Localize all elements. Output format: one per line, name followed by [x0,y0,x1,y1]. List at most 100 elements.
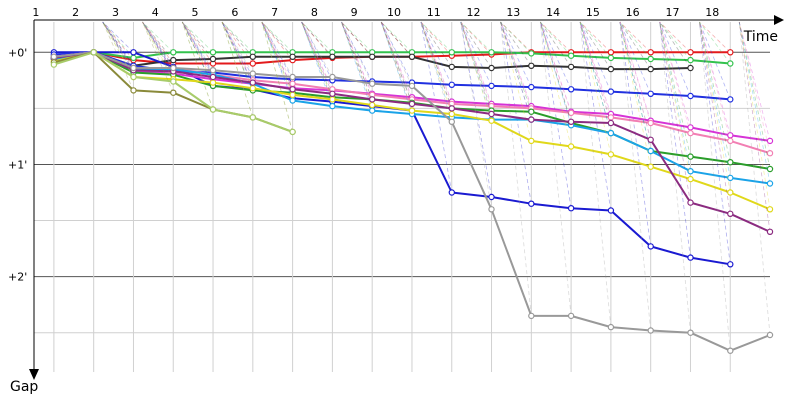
data-point [766,206,774,213]
data-point [727,174,734,182]
data-point [130,54,137,62]
data-point [209,55,217,63]
data-point [607,129,615,137]
data-point [727,210,734,217]
series-drop-line [619,21,652,140]
series-drop-line [659,21,691,53]
series-drop-line [659,21,691,157]
data-point [647,147,654,155]
data-point [329,96,336,103]
y-axis-arrow [29,369,39,380]
series-drop-line [699,21,731,351]
series-drop-line [301,21,333,91]
data-point [90,49,97,56]
x-tick-label: 2 [72,6,79,19]
data-point [766,137,774,145]
series-drop-line [420,21,453,85]
data-point [607,114,615,121]
series-drop-line [301,21,333,107]
series-drop-line [539,21,572,126]
series-drop-line [261,21,293,96]
data-point [727,60,734,67]
series-drop-line [380,21,413,115]
series-drop-line [579,21,612,70]
series-drop-line [619,21,652,152]
series-drop-line [738,21,771,336]
data-point [567,109,575,117]
series-drop-line [460,21,492,198]
series-drop-line [659,21,691,333]
data-point [448,49,455,56]
data-point [329,73,336,81]
series-drop-line [619,21,651,53]
data-point [209,73,217,81]
series-drop-line [619,21,652,167]
series-drop-line [500,21,532,66]
series-drop-line [539,21,572,112]
series-drop-line [261,21,293,78]
data-point [687,329,694,336]
data-point [488,110,495,118]
series-drop-line [420,21,453,56]
data-point [488,82,495,90]
data-point [687,92,694,100]
series-drop-line [142,21,174,61]
x-tick-label: 18 [705,6,719,19]
series-drop-line [738,21,771,184]
series-drop-line [221,21,254,118]
series-drop-line [500,21,532,53]
series-drop-line [261,21,293,53]
series-drop-line [699,21,731,193]
x-tick-label: 10 [387,6,401,19]
series-drop-line [619,21,652,70]
series-drop-line [102,21,134,69]
series-drop-line [380,21,413,58]
data-point [329,102,336,110]
data-point [567,63,575,71]
data-point [329,90,336,98]
x-tick-label: 15 [586,6,600,19]
series-drop-line [579,21,612,328]
data-point [647,90,654,98]
series-drop-line [500,21,532,107]
series-drop-line [380,21,413,111]
data-point [766,149,774,157]
series-drop-line [579,21,612,118]
series-drop-line [301,21,333,78]
series-drop-line [460,21,492,69]
series-drop-line [500,21,532,112]
data-point [607,65,615,73]
series-drop-line [579,21,612,155]
series-drop-line [619,21,652,94]
series-drop-line [699,21,731,214]
data-point [488,49,495,56]
series-drop-line [738,21,771,232]
series-drop-line [539,21,572,147]
series-drop-line [261,21,293,93]
series-drop-line [341,21,373,107]
series-drop-line [420,21,453,102]
series-drop-line [659,21,691,134]
data-point [727,261,734,268]
data-point [448,105,455,112]
series-drop-line [142,21,174,80]
x-tick-label: 5 [192,6,199,19]
series-drop-line [420,21,453,109]
series-drop-line [460,21,492,210]
series-drop-line [699,21,731,163]
data-point [130,73,137,81]
data-point [488,64,495,72]
series-drop-line [500,21,532,109]
series-drop-line [579,21,612,124]
series-drop-line [181,21,214,73]
x-tick-label: 6 [231,6,238,19]
series-drop-line [380,21,413,105]
data-point [249,53,256,61]
data-point [647,119,654,127]
series-drop-line [659,21,691,69]
data-point [488,117,495,124]
series-drop-line [341,21,373,94]
series-drop-line [142,21,174,72]
series-drop-line [460,21,492,107]
series-drop-line [181,21,214,60]
